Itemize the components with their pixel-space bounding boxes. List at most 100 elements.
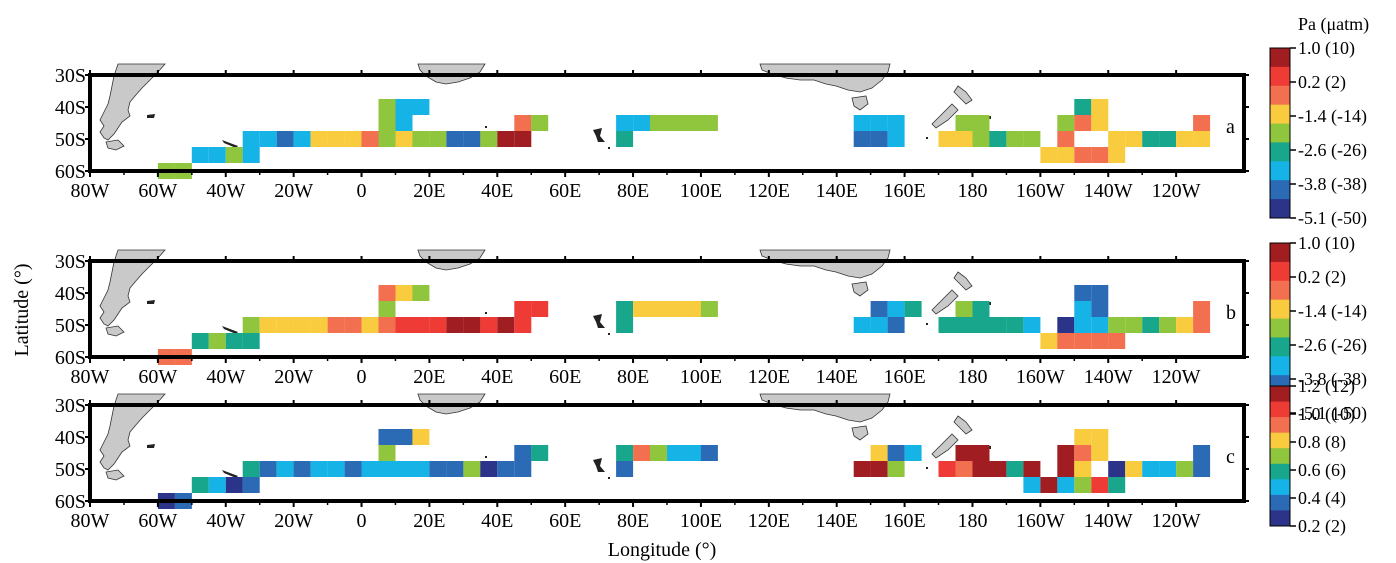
data-cell [667,301,684,317]
data-cell [208,477,226,493]
colorbar-swatch [1270,180,1290,200]
lat-tick-label: 40S [55,427,86,449]
colorbar: 1.2 (12) 1.0 (10) 0.8 (8) 0.6 (6) 0.4 (4) 0.2… [1269,376,1355,537]
panel-letter: c [1226,446,1235,468]
lon-tick-label: 160W [1016,366,1065,388]
data-cell [293,131,311,147]
data-cell [361,317,379,333]
data-cell [327,131,345,147]
colorbar-swatch [1270,161,1290,181]
colorbar-label: 0.4 (4) [1298,488,1346,509]
data-cell [684,301,701,317]
lon-tick-label: 0 [357,366,367,388]
panel-a: 80W 60W 40W 20W 0 20E 40E 60E 80E 100E 120E 140E 160… [55,14,1369,229]
colorbar-swatch [1270,123,1290,143]
data-cell [1023,477,1041,493]
data-cell [361,131,379,147]
colorbar-frame [1269,47,1291,219]
data-cell [191,477,209,493]
panel-letter: b [1226,302,1236,324]
data-cell [887,301,905,317]
data-cell [344,461,362,477]
colorbar-label: 1.0 (10) [1298,404,1355,425]
colorbar-swatch [1270,356,1290,376]
data-cell [870,317,888,333]
data-cell [1142,461,1160,477]
data-cell [497,461,515,477]
data-cell [480,317,498,333]
data-cell [242,333,260,349]
data-cell [972,115,990,131]
lon-tick-label: 60W [138,510,177,532]
colorbar-swatch [1270,386,1290,403]
colorbar-swatch [1270,494,1290,511]
data-cell [259,317,277,333]
colorbar-label: -2.6 (-26) [1298,335,1367,356]
data-cell [259,461,277,477]
lat-tick-label: 60S [55,161,86,183]
data-cell [972,445,990,461]
colorbar-label: -3.8 (-38) [1298,174,1367,195]
data-cell [412,317,430,333]
lon-tick-label: 160W [1016,510,1065,532]
data-cell [1142,131,1160,147]
data-cell [446,461,464,477]
data-cell [616,445,634,461]
data-cell [972,301,990,317]
data-cell [972,317,990,333]
lon-tick-label: 180 [957,366,987,388]
data-cell [497,317,515,333]
colorbar-label: 0.8 (8) [1298,432,1346,453]
data-cell [700,115,718,131]
data-cell [378,115,396,131]
colorbar-swatch [1270,448,1290,465]
data-cell [378,461,396,477]
data-cell [887,461,905,477]
lon-tick-label: 20E [413,510,445,532]
colorbar-swatch [1270,401,1290,418]
colorbar-swatch [1270,243,1290,263]
lon-tick-label: 140W [1084,180,1133,202]
colorbar-label: -1.4 (-14) [1298,106,1367,127]
data-cell [667,115,684,131]
colorbar-label: 1.0 (10) [1298,38,1355,59]
lon-tick-label: 160E [883,180,925,202]
data-cell [853,461,871,477]
data-cell [1057,317,1075,333]
data-cell [344,131,362,147]
data-cell [395,285,413,301]
colorbar-title: Pa (μatm) [1298,14,1369,35]
data-cell [378,429,396,445]
panel-letter: a [1226,116,1235,138]
data-cell [395,429,413,445]
colorbar-label: -5.1 (-50) [1298,208,1367,229]
lon-tick-label: 160W [1016,180,1065,202]
data-cell [1023,317,1041,333]
lon-tick-label: 0 [357,180,367,202]
colorbar-label: -3.8 (-38) [1298,369,1367,390]
data-cell [1193,317,1211,333]
colorbar-swatch [1270,463,1290,480]
colorbar-label: 1.2 (12) [1298,376,1355,397]
data-cell [480,131,498,147]
data-cell [1091,147,1109,163]
lon-tick-label: 80E [617,366,649,388]
panel-b: 80W 60W 40W 20W 0 20E 40E 60E 80E 100E 120E 140E 160… [55,233,1367,424]
data-cell [446,317,464,333]
data-cell [1091,99,1109,115]
colorbar-swatch [1270,66,1290,87]
lon-tick-label: 100E [680,180,722,202]
data-cells [157,99,1211,179]
data-cell [1074,317,1092,333]
data-cell [1057,477,1075,493]
data-cell [1057,333,1075,349]
data-cell [429,131,447,147]
data-cell [1091,333,1109,349]
data-cell [955,131,973,147]
lon-tick-label: 40E [481,366,513,388]
lon-tick-label: 140E [816,510,858,532]
data-cell [1074,445,1092,461]
colorbar-swatch [1270,261,1290,282]
data-cell [1091,477,1109,493]
lon-tick-label: 40W [206,366,245,388]
